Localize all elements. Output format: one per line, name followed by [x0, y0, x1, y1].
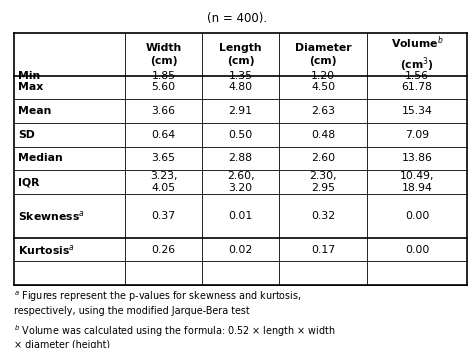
- Text: Min: Min: [18, 71, 40, 81]
- Text: 0.50: 0.50: [228, 130, 253, 140]
- Text: Width
(cm): Width (cm): [146, 43, 182, 65]
- Text: 2.60: 2.60: [311, 153, 335, 164]
- Text: Kurtosis$^a$: Kurtosis$^a$: [18, 243, 75, 256]
- Text: 0.26: 0.26: [152, 245, 176, 255]
- Text: $^a$ Figures represent the p-values for skewness and kurtosis,: $^a$ Figures represent the p-values for …: [14, 289, 302, 304]
- Text: Diameter
(cm): Diameter (cm): [295, 43, 352, 65]
- Text: 13.86: 13.86: [401, 153, 433, 164]
- Text: 3.23,
4.05: 3.23, 4.05: [150, 171, 177, 193]
- Text: $^b$ Volume was calculated using the formula: 0.52 × length × width: $^b$ Volume was calculated using the for…: [14, 323, 336, 339]
- Text: 4.50: 4.50: [311, 82, 335, 93]
- Text: Skewness$^a$: Skewness$^a$: [18, 209, 85, 223]
- Text: × diameter (height): × diameter (height): [14, 340, 110, 348]
- Text: Length
(cm): Length (cm): [219, 43, 262, 65]
- Text: 15.34: 15.34: [401, 106, 433, 116]
- Text: Volume$^b$
(cm$^3$): Volume$^b$ (cm$^3$): [391, 35, 443, 74]
- Text: 0.32: 0.32: [311, 211, 335, 221]
- Text: 7.09: 7.09: [405, 130, 429, 140]
- Text: 1.85: 1.85: [152, 71, 175, 81]
- Text: 3.66: 3.66: [152, 106, 175, 116]
- Text: 5.60: 5.60: [152, 82, 176, 93]
- Text: 61.78: 61.78: [401, 82, 433, 93]
- Text: 0.02: 0.02: [228, 245, 253, 255]
- Text: 3.65: 3.65: [152, 153, 175, 164]
- Text: 4.80: 4.80: [228, 82, 253, 93]
- Text: Median: Median: [18, 153, 63, 164]
- Text: 0.01: 0.01: [228, 211, 253, 221]
- Text: 2.88: 2.88: [228, 153, 253, 164]
- Text: 1.20: 1.20: [311, 71, 335, 81]
- Text: 0.37: 0.37: [152, 211, 176, 221]
- Text: Mean: Mean: [18, 106, 51, 116]
- Text: 0.48: 0.48: [311, 130, 335, 140]
- Text: 2.30,
2.95: 2.30, 2.95: [310, 171, 337, 193]
- Text: respectively, using the modified Jarque-Bera test: respectively, using the modified Jarque-…: [14, 306, 250, 316]
- Text: 0.00: 0.00: [405, 245, 429, 255]
- Text: 2.63: 2.63: [311, 106, 335, 116]
- Text: (n = 400).: (n = 400).: [207, 12, 267, 25]
- Text: 0.64: 0.64: [152, 130, 176, 140]
- Text: 1.35: 1.35: [228, 71, 253, 81]
- Text: 2.91: 2.91: [228, 106, 253, 116]
- Text: SD: SD: [18, 130, 35, 140]
- Text: 1.56: 1.56: [405, 71, 429, 81]
- Text: 10.49,
18.94: 10.49, 18.94: [400, 171, 434, 193]
- Text: IQR: IQR: [18, 177, 39, 187]
- Text: 0.00: 0.00: [405, 211, 429, 221]
- Text: 0.17: 0.17: [311, 245, 335, 255]
- Text: 2.60,
3.20: 2.60, 3.20: [227, 171, 255, 193]
- Text: Max: Max: [18, 82, 43, 93]
